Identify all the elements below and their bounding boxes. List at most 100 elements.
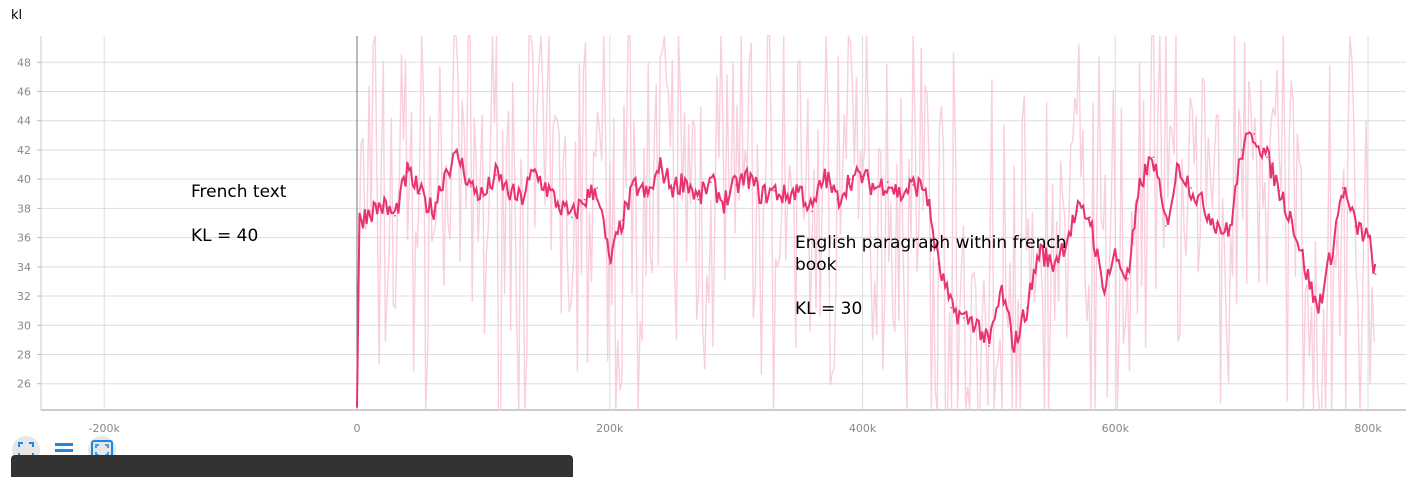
- smoothed-point: [1063, 242, 1066, 245]
- smoothed-point: [646, 195, 649, 198]
- smoothed-point: [608, 263, 611, 265]
- smoothed-point: [1316, 309, 1319, 312]
- smoothed-point: [975, 321, 978, 324]
- smoothed-point: [495, 173, 497, 176]
- smoothed-point: [368, 210, 371, 213]
- smoothed-point: [571, 216, 573, 218]
- smoothed-point: [1013, 344, 1015, 347]
- y-tick-label: 38: [17, 202, 31, 215]
- y-tick-label: 26: [17, 378, 31, 391]
- smoothed-point: [469, 185, 472, 188]
- smoothed-point: [887, 181, 889, 183]
- smoothed-point: [798, 187, 801, 189]
- x-tick-label: 200k: [596, 422, 624, 435]
- smoothed-point: [1165, 225, 1167, 227]
- smoothed-point: [432, 210, 434, 213]
- smoothed-point: [937, 263, 940, 265]
- smoothed-point: [861, 175, 864, 178]
- smoothed-point: [1278, 190, 1281, 192]
- smoothed-point: [533, 171, 535, 173]
- smoothed-point: [1038, 248, 1041, 251]
- y-tick-label: 36: [17, 232, 31, 245]
- smoothed-point: [1354, 225, 1357, 227]
- y-tick-label: 40: [17, 173, 31, 186]
- x-tick-label: 600k: [1102, 422, 1130, 435]
- smoothed-point: [419, 192, 421, 195]
- smoothed-point: [1240, 149, 1243, 151]
- smoothed-point: [874, 187, 876, 189]
- smoothed-point: [924, 187, 927, 189]
- smoothed-point: [1152, 156, 1155, 159]
- smoothed-point: [811, 210, 813, 213]
- smoothed-point: [962, 317, 965, 319]
- smoothed-point: [1367, 236, 1369, 239]
- smoothed-point: [1374, 273, 1377, 275]
- y-tick-label: 42: [17, 144, 31, 157]
- smoothed-point: [912, 184, 914, 186]
- y-tick-label: 44: [17, 115, 31, 128]
- smoothed-point: [1329, 258, 1331, 261]
- smoothed-point: [1076, 210, 1079, 213]
- smoothed-point: [697, 198, 700, 201]
- expand-icon: [18, 442, 34, 458]
- x-tick-label: 0: [353, 422, 360, 435]
- y-tick-label: 48: [17, 56, 31, 69]
- smoothed-point: [722, 201, 725, 204]
- smoothed-point: [381, 204, 384, 207]
- smoothed-point: [1114, 254, 1117, 256]
- smoothed-point: [457, 154, 459, 157]
- smoothed-point: [1304, 266, 1306, 268]
- y-tick-label: 46: [17, 86, 31, 99]
- smoothed-point: [1177, 163, 1180, 166]
- smoothed-point: [672, 187, 674, 189]
- annotation-english-paragraph: English paragraph within french book KL …: [795, 233, 1067, 319]
- smoothed-point: [684, 178, 687, 180]
- smoothed-point: [785, 195, 788, 198]
- smoothed-point: [1026, 306, 1028, 309]
- smoothed-point: [849, 178, 851, 180]
- smoothed-point: [710, 181, 712, 183]
- smoothed-point: [545, 187, 548, 189]
- bottom-panel: [11, 455, 573, 477]
- y-tick-label: 28: [17, 348, 31, 361]
- smoothed-point: [1266, 156, 1268, 159]
- smoothed-point: [1139, 181, 1142, 183]
- smoothed-point: [621, 219, 624, 221]
- y-tick-label: 30: [17, 319, 31, 332]
- smoothed-point: [659, 166, 662, 169]
- smoothed-point: [482, 195, 485, 198]
- smoothed-point: [988, 344, 990, 347]
- x-tick-label: -200k: [89, 422, 121, 435]
- smoothed-point: [747, 176, 750, 179]
- smoothed-point: [1291, 219, 1294, 221]
- y-tick-label: 32: [17, 290, 31, 303]
- smoothed-point: [1253, 133, 1256, 135]
- chart-title: kl: [11, 8, 23, 23]
- x-tick-label: 400k: [849, 422, 877, 435]
- smoothed-point: [735, 184, 737, 186]
- smoothed-point: [773, 190, 775, 192]
- smoothed-point: [1228, 233, 1230, 236]
- smoothed-point: [596, 187, 598, 189]
- smoothed-point: [558, 204, 560, 207]
- smoothed-point: [507, 191, 510, 194]
- smoothed-point: [1202, 206, 1205, 208]
- smoothed-point: [836, 198, 839, 201]
- smoothed-point: [356, 406, 358, 408]
- raw-series-line: [356, 35, 1375, 411]
- smoothed-point: [1215, 222, 1218, 224]
- smoothed-point: [583, 198, 586, 201]
- smoothed-point: [394, 214, 396, 217]
- smoothed-series-line: [356, 131, 1377, 408]
- smoothed-point: [1051, 264, 1053, 267]
- smoothed-point: [823, 173, 826, 176]
- smoothed-point: [1342, 187, 1344, 189]
- x-tick-label: 800k: [1354, 422, 1382, 435]
- smoothed-point: [1089, 216, 1091, 218]
- smoothed-point: [444, 169, 447, 172]
- smoothed-point: [358, 219, 361, 221]
- smoothed-point: [634, 184, 636, 186]
- smoothed-point: [899, 194, 902, 197]
- smoothed-point: [1127, 277, 1129, 280]
